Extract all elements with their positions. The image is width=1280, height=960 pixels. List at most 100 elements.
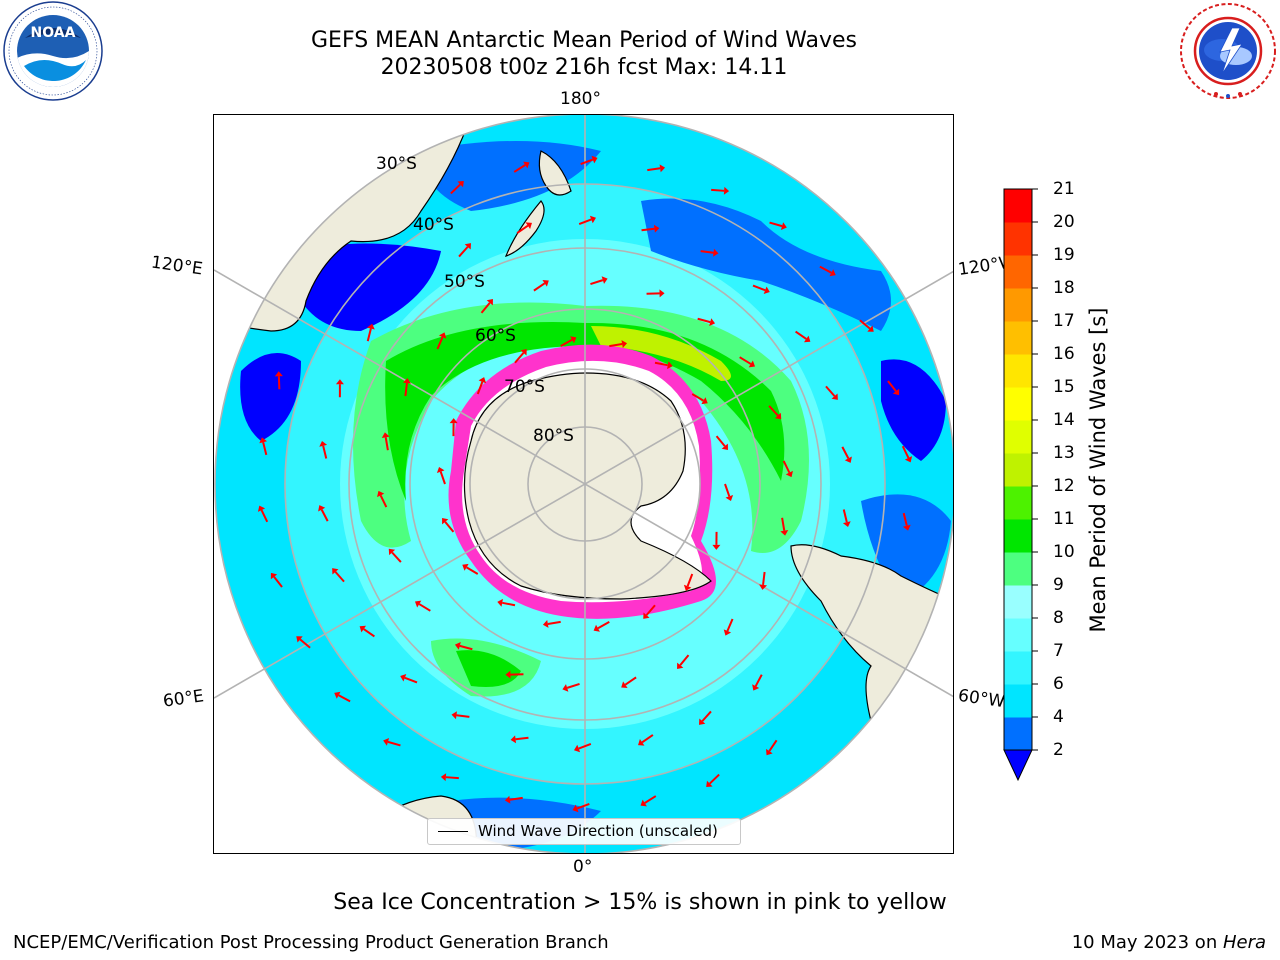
short-period-region	[641, 198, 891, 331]
long-period-patch	[456, 650, 521, 687]
chart-title: GEFS MEAN Antarctic Mean Period of Wind …	[311, 28, 857, 53]
colorbar-bin	[1004, 519, 1032, 553]
wind-wave-arrow-shaft	[781, 517, 786, 531]
wind-wave-arrow-shaft	[404, 676, 418, 684]
wind-wave-arrow-head	[388, 548, 396, 556]
colorbar-bin	[1004, 420, 1032, 454]
wind-wave-arrow-shaft	[514, 352, 525, 364]
chart-subtitle: 20230508 t00z 216h fcst Max: 14.11	[380, 55, 788, 80]
wind-wave-arrow-head	[570, 336, 577, 344]
latitude-circle-30s	[214, 115, 953, 853]
wind-wave-arrow-shaft	[299, 638, 311, 649]
colorbar-bin	[1004, 222, 1032, 256]
wind-wave-arrow-shaft	[762, 571, 766, 586]
wind-wave-arrow-head	[542, 620, 549, 628]
wind-wave-arrow-head	[259, 437, 268, 444]
wind-wave-arrow-shaft	[480, 302, 491, 314]
colorbar-tick-label: 4	[1053, 707, 1064, 727]
wind-wave-arrow-shaft	[641, 227, 655, 232]
wind-wave-arrow-shaft	[320, 509, 329, 522]
colorbar-tick-label: 21	[1053, 179, 1075, 199]
wind-wave-arrow-shaft	[701, 710, 712, 722]
colorbar-bin	[1004, 651, 1032, 685]
wind-wave-arrow-head	[525, 222, 532, 229]
wind-wave-arrow-shaft	[709, 773, 720, 785]
wind-wave-arrow-head	[725, 494, 734, 501]
wind-wave-arrow-shaft	[819, 265, 832, 274]
madagascar-landmass	[215, 765, 295, 810]
wind-wave-arrow-head	[621, 340, 628, 348]
short-period-region	[301, 243, 441, 331]
wind-wave-arrow-shaft	[509, 796, 523, 801]
wind-wave-arrow-head	[638, 739, 645, 746]
wind-wave-arrow-head	[335, 379, 344, 385]
lon-label-180: 180°	[560, 89, 601, 109]
wind-wave-arrow-shaft	[502, 601, 516, 607]
graticule	[214, 115, 953, 853]
footer-date: 10 May 2023 on Hera	[1072, 932, 1266, 953]
colorbar-bin	[1004, 717, 1032, 751]
wind-wave-arrow-shaft	[273, 576, 283, 588]
wind-wave-arrow-shaft	[560, 338, 573, 347]
footer-date-text: 10 May 2023 on	[1071, 932, 1223, 953]
colorbar-tick-label: 7	[1053, 641, 1064, 661]
wind-wave-arrow-head	[667, 361, 673, 370]
wind-wave-arrow-shaft	[624, 676, 637, 686]
wind-wave-arrow-shaft	[391, 551, 402, 563]
lat-label-70s: 70°S	[504, 377, 545, 397]
wind-wave-arrow-head	[442, 517, 449, 525]
sea-ice-note: Sea Ice Concentration > 15% is shown in …	[333, 890, 947, 915]
wind-wave-arrow-shaft	[580, 158, 594, 165]
wind-wave-arrow-shaft	[901, 445, 910, 459]
wind-wave-arrow-shaft	[387, 740, 401, 747]
wind-wave-arrow-head	[451, 711, 457, 720]
wind-wave-arrow-head	[785, 470, 793, 478]
wind-wave-arrow-head	[904, 456, 913, 463]
wind-wave-arrow-shaft	[450, 183, 461, 195]
wind-wave-arrow-shaft	[363, 628, 375, 638]
lat-label-40s: 40°S	[413, 215, 454, 235]
wind-wave-arrow-shaft	[645, 604, 656, 616]
colorbar-outline	[1003, 188, 1033, 751]
wind-wave-arrow-shaft	[334, 571, 345, 583]
wind-wave-arrow-shaft	[445, 776, 459, 780]
short-period-region	[240, 353, 301, 441]
lat-label-60s: 60°S	[475, 326, 516, 346]
wind-wave-arrow-head	[774, 412, 782, 420]
footer-host: Hera	[1222, 932, 1266, 953]
wind-wave-arrow-shaft	[752, 284, 766, 292]
wind-wave-arrow-head	[383, 738, 390, 746]
wind-wave-arrow-head	[454, 642, 461, 650]
colorbar-bin	[1004, 354, 1032, 388]
wind-wave-arrow-shaft	[366, 328, 372, 342]
wind-wave-arrow-shaft	[887, 380, 897, 392]
colorbar-label: Mean Period of Wind Waves [s]	[1086, 307, 1110, 633]
wind-wave-arrow-shaft	[724, 483, 731, 497]
map-legend: Wind Wave Direction (unscaled)	[427, 818, 741, 845]
wind-wave-arrow-shaft	[795, 330, 807, 340]
wind-wave-arrow-shaft	[825, 385, 836, 397]
wind-wave-arrows	[257, 155, 913, 813]
wind-wave-arrow-shaft	[459, 644, 473, 651]
wind-wave-arrow-head	[359, 625, 367, 633]
colorbar-bin	[1004, 552, 1032, 586]
polar-map: 30°S 40°S 50°S 60°S 70°S 80°S	[214, 115, 953, 853]
wind-wave-arrow-head	[381, 432, 390, 439]
wind-wave-arrow-shaft	[715, 435, 726, 447]
wind-wave-arrow-head	[573, 744, 581, 753]
wind-wave-arrow-shaft	[466, 566, 479, 575]
wind-wave-arrow-head	[400, 674, 407, 682]
wind-wave-arrow-head	[270, 572, 278, 580]
wind-wave-arrow-head	[892, 388, 900, 396]
wind-wave-arrow-head	[621, 681, 628, 688]
colorbar-bin	[1004, 486, 1032, 520]
wind-wave-arrow-shaft	[322, 445, 328, 459]
wind-wave-arrow-shaft	[739, 356, 752, 365]
colorbar-tick-label: 10	[1053, 542, 1075, 562]
wind-wave-arrow-head	[659, 289, 665, 298]
wind-wave-arrow-head	[523, 161, 530, 169]
colorbar-bin	[1004, 684, 1032, 718]
wind-wave-arrow-head	[562, 684, 569, 692]
wind-wave-arrow-head	[462, 563, 469, 571]
wind-wave-arrow-head	[589, 215, 597, 224]
